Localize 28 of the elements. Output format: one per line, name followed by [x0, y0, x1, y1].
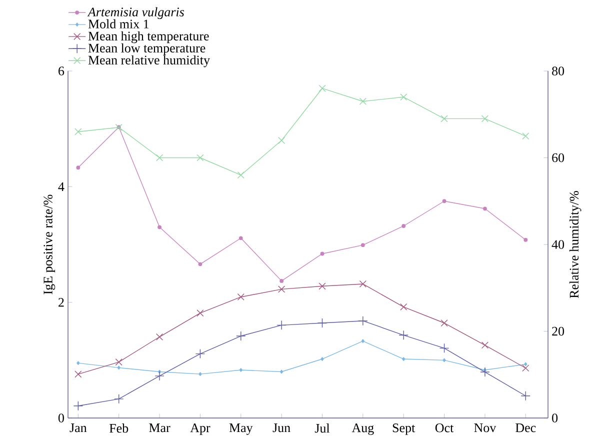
x-tick-label: Oct: [435, 424, 454, 432]
x-tick-label: Feb: [109, 424, 128, 433]
y2-tick-label: 60: [552, 153, 564, 162]
legend-label: Mean low temperature: [88, 43, 206, 56]
x-tick-label: Jul: [314, 424, 330, 433]
y2-axis-title: Relative humidity/%: [569, 190, 582, 298]
legend-label: Mean relative humidity: [88, 55, 210, 68]
legend-label: Mean high temperature: [88, 31, 209, 44]
x-tick-label: Sept: [392, 424, 416, 435]
x-tick-label: May: [229, 424, 253, 435]
y-axis-title: IgE positive rate/%: [44, 194, 56, 294]
y2-tick-label: 80: [552, 66, 564, 76]
x-tick-label: Mar: [149, 424, 170, 432]
y-tick-label: 6: [58, 66, 64, 76]
x-tick-label: Apr: [190, 424, 210, 435]
legend-label: Artemisia vulgaris: [87, 7, 184, 20]
y-tick-label: 0: [58, 414, 64, 422]
x-tick-label: Nov: [474, 424, 496, 432]
x-tick-label: Jun: [272, 424, 290, 432]
x-tick-label: Jan: [70, 424, 87, 432]
legend-label: Mold mix 1: [88, 19, 149, 28]
x-tick-label: Dec: [516, 424, 536, 432]
y-tick-label: 2: [58, 298, 64, 307]
x-tick-label: Aug: [352, 424, 374, 435]
y2-tick-label: 20: [552, 326, 564, 336]
y2-tick-label: 40: [552, 240, 564, 249]
y2-tick-label: 0: [552, 414, 558, 422]
y-tick-label: 4: [58, 182, 64, 191]
